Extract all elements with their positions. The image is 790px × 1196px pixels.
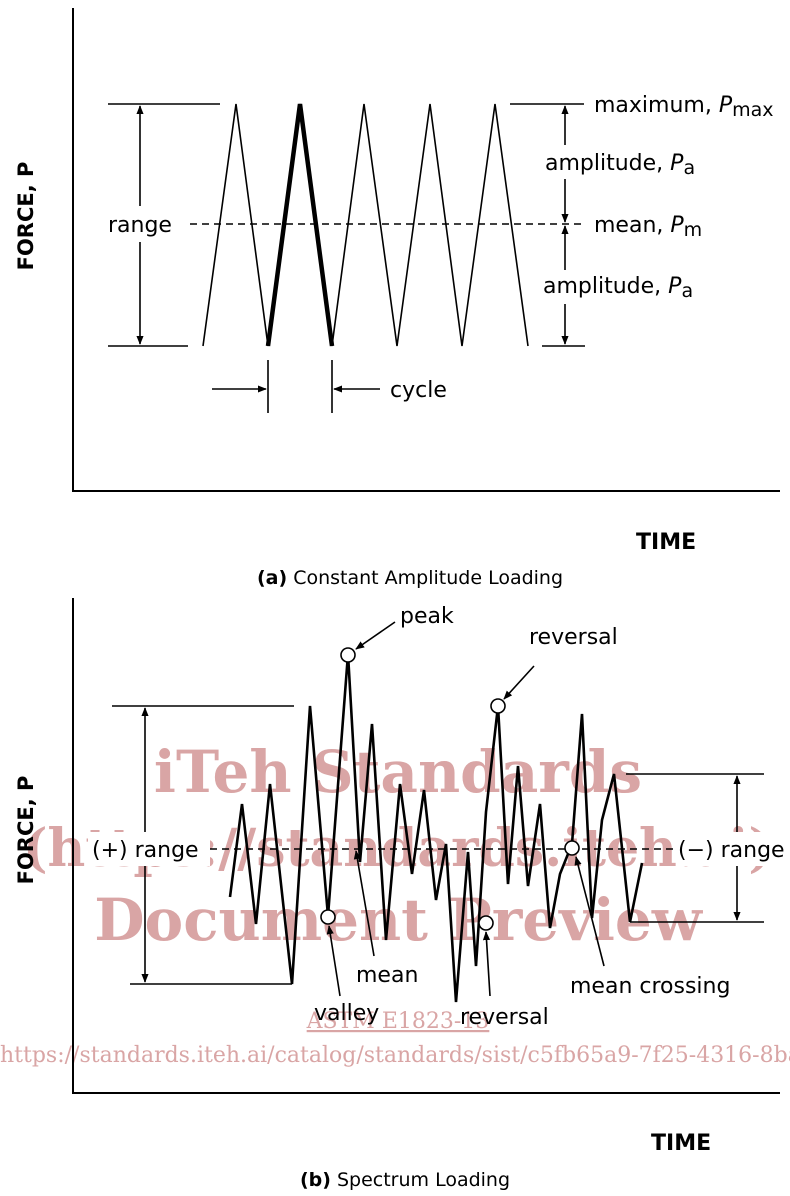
panel-b-peak-marker [340,647,356,663]
panel-b-peak-label: peak [400,604,454,629]
panel-b-mean-crossing-pointer [574,856,605,967]
panel-b-minus-range-label: (−) range [678,838,785,863]
panel-b-y-axis-label: FORCE, P [14,776,38,885]
panel-a-highlighted-cycle [265,103,335,347]
panel-a-caption: (a) Constant Amplitude Loading [257,567,563,589]
panel-b-mean-label: mean [356,963,418,988]
panel-a-amplitude-label-upper: amplitude, Pa [545,151,695,179]
watermark-line3: Document Preview [94,886,704,954]
panel-a-amplitude-label-lower: amplitude, Pa [543,274,693,302]
panel-a-y-axis-label: FORCE, P [14,162,38,271]
panel-b-reversal-top-label: reversal [529,625,618,650]
panel-b-reversal-bottom-label: reversal [460,1005,549,1030]
panel-b-valley-pointer [326,925,341,997]
watermark-line4[interactable]: ASTM E1823-13 [306,1009,490,1034]
panel-b-reversal-bottom-marker [478,915,494,931]
panel-b-reversal-top-marker [490,698,506,714]
panel-b-reversal-top-pointer [503,665,535,700]
panel-b-reversal-bottom-pointer [482,931,491,997]
panel-b-mean-crossing-label: mean crossing [570,974,730,999]
panel-b-mean-pointer [353,850,375,957]
panel-b-waveform [228,653,644,1003]
panel-b-peak-pointer [355,621,396,650]
panel-b-valley-label: valley [314,1001,379,1026]
panel-b-x-axis-label: TIME [651,1131,711,1156]
watermark: iTeh Standards (https://standards.iteh.a… [0,738,790,1068]
watermark-line5[interactable]: https://standards.iteh.ai/catalog/standa… [0,1043,790,1068]
panel-a-x-axis-label: TIME [636,530,696,555]
panel-a-constant-amplitude: FORCE, P TIME range maximum, Pmax amplit… [14,8,780,589]
panel-b-plus-range-label: (+) range [92,838,199,863]
panel-a-mean-label: mean, Pm [594,213,702,241]
panel-a-waveform [202,103,529,347]
panel-a-range-label: range [108,213,172,238]
panel-b-valley-marker [320,909,336,925]
panel-b-mean-crossing-marker [564,840,580,856]
panel-a-cycle-label: cycle [390,378,447,403]
panel-a-maximum-label: maximum, Pmax [594,93,774,121]
panel-b-spectrum-loading: FORCE, P TIME (+) range (−) range pea [14,598,788,1191]
panel-b-caption: (b) Spectrum Loading [300,1169,510,1191]
